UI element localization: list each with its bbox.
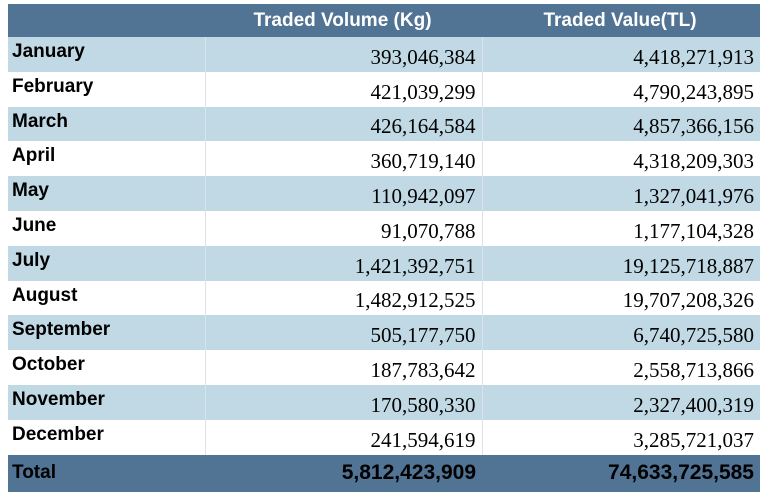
volume-cell: 91,070,788: [205, 210, 483, 246]
month-cell: May: [8, 176, 206, 211]
header-month: [8, 4, 205, 37]
month-cell: March: [8, 106, 206, 142]
value-cell: 6,740,725,580: [482, 315, 760, 351]
table-row: August 1,482,912,525 19,707,208,326: [8, 280, 760, 316]
volume-cell: 110,942,097: [205, 176, 483, 211]
volume-cell: 1,421,392,751: [205, 245, 483, 281]
total-label: Total: [8, 454, 205, 492]
volume-cell: 170,580,330: [205, 384, 483, 420]
value-cell: 2,327,400,319: [482, 384, 760, 420]
value-cell: 19,707,208,326: [482, 280, 760, 316]
month-cell: July: [8, 245, 206, 281]
volume-cell: 426,164,584: [205, 106, 483, 142]
value-cell: 2,558,713,866: [482, 350, 760, 385]
value-cell: 1,177,104,328: [482, 210, 760, 246]
month-cell: December: [8, 419, 206, 455]
header-traded-value: Traded Value(TL): [482, 4, 760, 37]
value-cell: 1,327,041,976: [482, 176, 760, 211]
month-cell: October: [8, 350, 206, 385]
value-cell: 3,285,721,037: [482, 419, 760, 455]
total-row: Total 5,812,423,909 74,633,725,585: [8, 454, 760, 492]
volume-cell: 187,783,642: [205, 350, 483, 385]
total-value: 74,633,725,585: [482, 454, 760, 492]
value-cell: 4,418,271,913: [482, 37, 760, 72]
volume-cell: 241,594,619: [205, 419, 483, 455]
month-cell: January: [8, 37, 206, 72]
header-traded-volume: Traded Volume (Kg): [205, 4, 482, 37]
month-cell: November: [8, 384, 206, 420]
month-cell: April: [8, 141, 206, 177]
table-row: June 91,070,788 1,177,104,328: [8, 210, 760, 246]
table-row: January 393,046,384 4,418,271,913: [8, 37, 760, 72]
table-row: March 426,164,584 4,857,366,156: [8, 106, 760, 142]
table-row: November 170,580,330 2,327,400,319: [8, 384, 760, 420]
table-row: April 360,719,140 4,318,209,303: [8, 141, 760, 177]
table-row: May 110,942,097 1,327,041,976: [8, 176, 760, 211]
value-cell: 19,125,718,887: [482, 245, 760, 281]
volume-cell: 393,046,384: [205, 37, 483, 72]
month-cell: June: [8, 210, 206, 246]
volume-cell: 421,039,299: [205, 71, 483, 107]
table-row: December 241,594,619 3,285,721,037: [8, 419, 760, 455]
total-volume: 5,812,423,909: [205, 454, 482, 492]
month-cell: September: [8, 315, 206, 351]
value-cell: 4,318,209,303: [482, 141, 760, 177]
value-cell: 4,857,366,156: [482, 106, 760, 142]
volume-cell: 360,719,140: [205, 141, 483, 177]
table-row: October 187,783,642 2,558,713,866: [8, 350, 760, 385]
volume-cell: 505,177,750: [205, 315, 483, 351]
month-cell: February: [8, 71, 206, 107]
traded-volume-table: Traded Volume (Kg) Traded Value(TL) Janu…: [8, 4, 760, 492]
table-row: February 421,039,299 4,790,243,895: [8, 71, 760, 107]
table-row: September 505,177,750 6,740,725,580: [8, 315, 760, 351]
table-row: July 1,421,392,751 19,125,718,887: [8, 245, 760, 281]
header-row: Traded Volume (Kg) Traded Value(TL): [8, 4, 760, 37]
volume-cell: 1,482,912,525: [205, 280, 483, 316]
month-cell: August: [8, 280, 206, 316]
value-cell: 4,790,243,895: [482, 71, 760, 107]
